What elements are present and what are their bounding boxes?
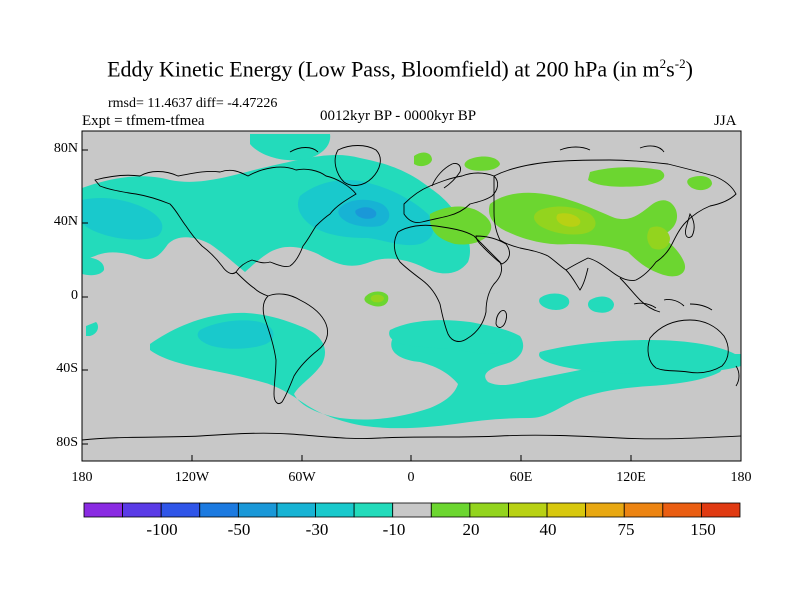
- lat-label-40n: 40N: [53, 214, 78, 229]
- coast-japan: [685, 212, 695, 239]
- experiment-label: Expt = tfmem-tfmea: [82, 113, 205, 129]
- coast-scandinavia: [431, 163, 461, 189]
- coast-india: [565, 267, 589, 291]
- colorbar-swatch: [546, 502, 587, 518]
- colorbar-swatch: [199, 502, 239, 518]
- colorbar-swatch: [315, 502, 355, 518]
- colorbar-label: -10: [382, 520, 406, 539]
- colorbar-swatch: [469, 502, 509, 518]
- pacific-negative-band: [82, 198, 163, 240]
- lon-label-120w: 120W: [174, 470, 210, 485]
- coast-southeast-asia: [619, 277, 661, 313]
- colorbar-swatch: [701, 502, 741, 518]
- map-field: [82, 131, 741, 461]
- colorbar-label: 150: [690, 520, 716, 539]
- sh-negative-core: [197, 320, 274, 349]
- east-pacific-negative: [86, 322, 98, 336]
- arctic-positive-b: [588, 167, 665, 187]
- south-atlantic-negative: [588, 296, 614, 313]
- axis-ticks: [82, 149, 632, 461]
- coast-north-america: [94, 166, 357, 275]
- indian-ocean-negative: [539, 340, 741, 374]
- colorbar-swatch: [83, 502, 123, 518]
- coast-south-america: [262, 293, 329, 405]
- lon-label-60w: 60W: [288, 470, 316, 485]
- lon-label-120e: 120E: [616, 470, 646, 485]
- coast-australia: [647, 319, 729, 374]
- coast-europe: [403, 172, 499, 223]
- lon-label-0: 0: [407, 470, 415, 485]
- coast-madagascar: [495, 309, 507, 328]
- nh-negative-deep: [355, 207, 377, 219]
- coast-greenland: [334, 145, 381, 186]
- colorbar-label: 75: [617, 520, 635, 539]
- colorbar-label: 20: [462, 520, 480, 539]
- plot-title: Eddy Kinetic Energy (Low Pass, Bloomfiel…: [107, 56, 693, 82]
- coastlines: [82, 145, 741, 441]
- colorbar-swatch: [662, 502, 702, 518]
- lat-label-80n: 80N: [53, 141, 78, 156]
- lat-label-0: 0: [71, 288, 78, 303]
- colorbar-label: -100: [146, 520, 178, 539]
- coast-africa: [393, 224, 503, 342]
- equatorial-positive-core: [370, 294, 384, 303]
- lon-label-180e: 180: [730, 470, 752, 485]
- colorbar-label: 40: [539, 520, 557, 539]
- lon-label-180w: 180: [71, 470, 93, 485]
- coast-antarctica: [82, 432, 741, 441]
- coast-indonesia: [633, 299, 713, 311]
- stats-text: rmsd= 11.4637 diff= -4.47226: [108, 96, 278, 111]
- arctic-positive-c: [687, 176, 712, 191]
- colorbar-swatch: [122, 502, 162, 518]
- colorbar-swatch: [160, 502, 201, 518]
- colorbar-swatch: [276, 502, 316, 518]
- lat-label-40s: 40S: [56, 361, 78, 376]
- colorbar-swatch: [585, 502, 625, 518]
- colorbar-label: -30: [305, 520, 329, 539]
- arctic-positive-a: [464, 156, 500, 171]
- subtropical-negative-patch: [539, 293, 570, 310]
- coast-central-america: [235, 271, 269, 297]
- nw-pacific-negative: [250, 134, 331, 161]
- sh-negative-region: [150, 312, 724, 429]
- period-label: 0012kyr BP - 0000kyr BP: [320, 108, 477, 124]
- coast-new-zealand: [735, 365, 740, 387]
- colorbar-label: -50: [227, 520, 251, 539]
- season-label: JJA: [714, 113, 737, 129]
- coast-asia: [493, 159, 737, 281]
- colorbar-swatch: [508, 502, 548, 518]
- lon-label-60e: 60E: [509, 470, 533, 485]
- central-asia-max: [556, 213, 581, 227]
- colorbar: [83, 502, 741, 518]
- eurasia-positive-region: [429, 206, 492, 245]
- colorbar-swatch: [237, 502, 278, 518]
- west-pacific-negative: [82, 257, 105, 276]
- colorbar-swatch: [353, 502, 394, 518]
- colorbar-swatch: [623, 502, 664, 518]
- colorbar-swatch: [392, 502, 432, 518]
- coast-arctic-islands: [289, 145, 665, 153]
- east-asia-positive-strong: [647, 226, 670, 250]
- coast-arabia: [475, 235, 510, 265]
- colorbar-swatch: [430, 502, 471, 518]
- north-atlantic-positive: [414, 152, 432, 167]
- lat-label-80s: 80S: [56, 435, 78, 450]
